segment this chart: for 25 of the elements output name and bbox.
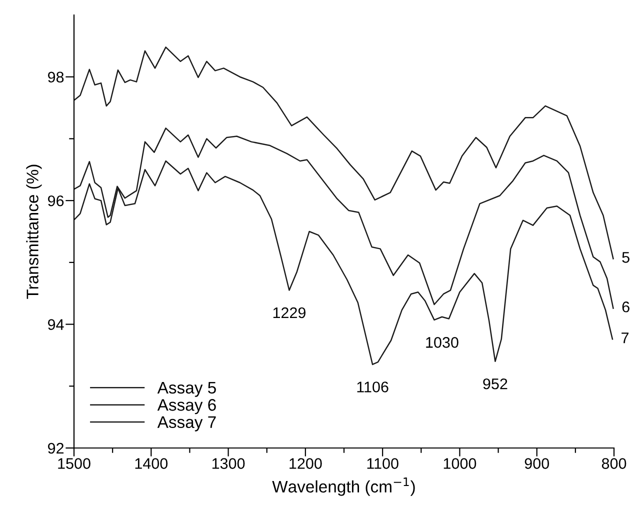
y-tick-label: 92 bbox=[48, 442, 64, 454]
y-tick-label: 96 bbox=[48, 195, 64, 206]
x-tick-label: 1000 bbox=[444, 458, 476, 469]
x-tick-label: 1300 bbox=[212, 458, 245, 469]
annotation: 7 bbox=[622, 332, 629, 344]
annotation: 5 bbox=[622, 252, 630, 263]
y-tick-label: 98 bbox=[48, 72, 64, 83]
x-tick-label: 1200 bbox=[290, 458, 322, 469]
y-tick-label: 94 bbox=[48, 319, 64, 330]
legend-label: Assay 7 bbox=[157, 416, 216, 432]
annotation: 1030 bbox=[426, 337, 458, 348]
line-series bbox=[74, 46, 614, 260]
x-tick-label: 800 bbox=[602, 458, 626, 469]
y-axis-title: Transmittance (%) bbox=[26, 164, 42, 299]
x-axis-title: Wavelength (cm$^{−1}$) bbox=[272, 478, 415, 496]
annotation: 6 bbox=[622, 301, 630, 312]
annotation: 952 bbox=[483, 378, 508, 390]
legend-label: Assay 6 bbox=[157, 399, 216, 414]
x-tick-label: 900 bbox=[524, 458, 550, 469]
x-tick-label: 1400 bbox=[135, 458, 168, 469]
x-tick-label: 1100 bbox=[367, 458, 398, 469]
annotation: 1229 bbox=[273, 307, 306, 318]
x-tick-label: 1500 bbox=[58, 458, 90, 469]
legend-label: Assay 5 bbox=[157, 382, 216, 397]
annotation: 1106 bbox=[357, 382, 388, 392]
